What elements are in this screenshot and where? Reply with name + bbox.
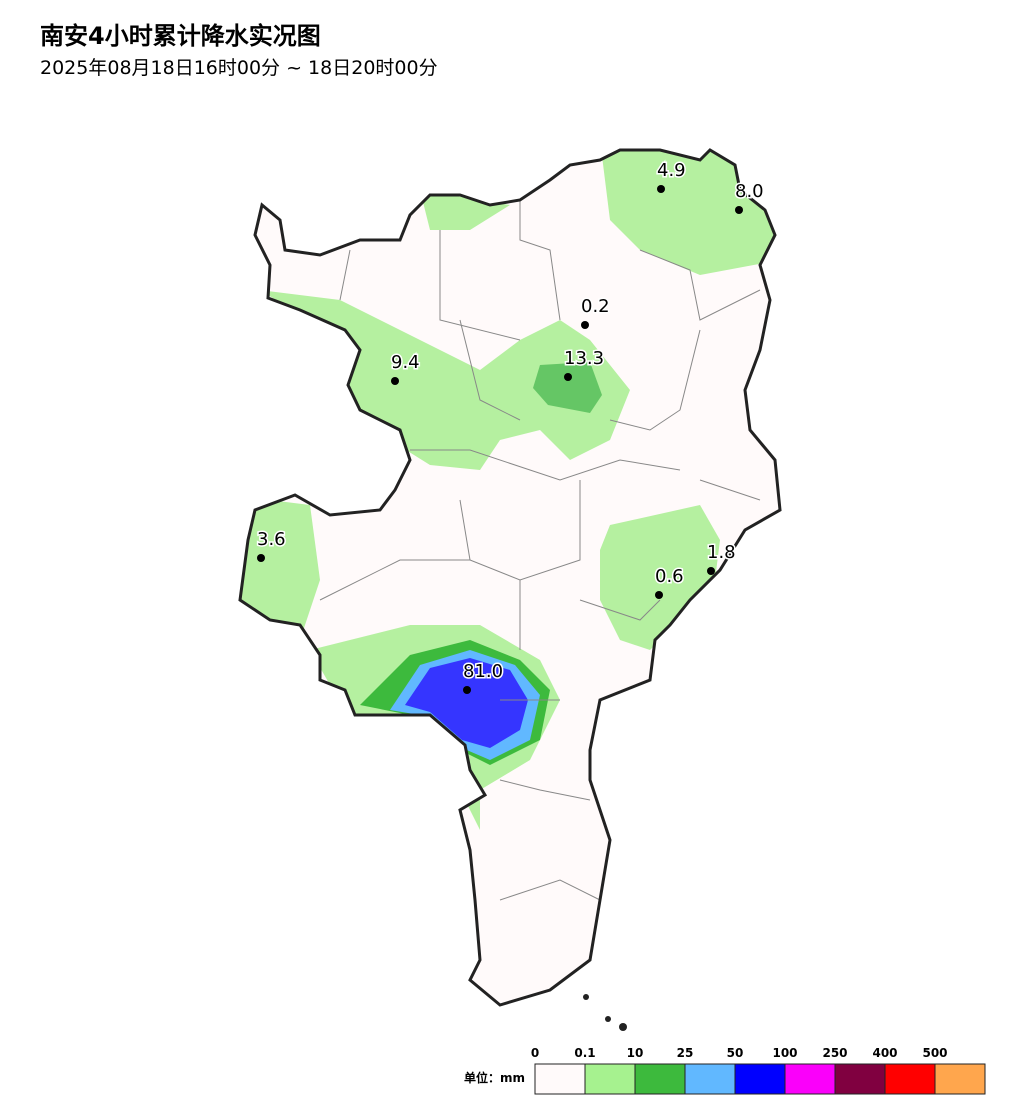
station-value: 4.9: [657, 160, 686, 181]
legend-tick: 0.1: [574, 1046, 595, 1060]
legend-tick: 500: [922, 1046, 947, 1060]
legend-tick: 25: [677, 1046, 694, 1060]
station-value: 9.4: [391, 352, 420, 373]
station-value: 1.8: [707, 542, 736, 563]
rain-area: [533, 362, 602, 413]
legend-unit: 单位：mm: [464, 1070, 525, 1085]
station-value: 0.6: [655, 566, 684, 587]
legend-tick: 100: [772, 1046, 797, 1060]
station-dot: [655, 591, 663, 599]
station-dot: [657, 185, 665, 193]
rain-area: [405, 658, 528, 748]
legend-swatch: [734, 1063, 786, 1095]
station-value: 0.2: [581, 296, 610, 317]
rain-area: [420, 190, 510, 230]
legend-tick: 10: [627, 1046, 644, 1060]
island: [605, 1016, 611, 1022]
station-dot: [257, 554, 265, 562]
station-dot: [391, 377, 399, 385]
legend-swatch: [534, 1063, 586, 1095]
rain-field: [240, 150, 780, 1005]
subtitle: 2025年08月18日16时00分 ~ 18日20时00分: [40, 57, 438, 79]
station-dot: [564, 373, 572, 381]
legend-tick: 250: [822, 1046, 847, 1060]
station-value: 13.3: [564, 348, 604, 369]
legend-swatch: [934, 1063, 986, 1095]
station-dot: [707, 567, 715, 575]
rain-area: [600, 505, 720, 650]
legend-tick: 50: [727, 1046, 744, 1060]
legend-swatch: [684, 1063, 736, 1095]
station-value: 3.6: [257, 529, 286, 550]
station-value: 81.0: [463, 661, 503, 682]
legend-swatch: [634, 1063, 686, 1095]
legend-tick: 0: [531, 1046, 539, 1060]
station-dot: [581, 321, 589, 329]
legend-swatch: [584, 1063, 636, 1095]
station-dot: [735, 206, 743, 214]
legend-swatch: [884, 1063, 936, 1095]
island: [619, 1023, 627, 1031]
legend-swatch: [784, 1063, 836, 1095]
legend-tick: 400: [872, 1046, 897, 1060]
town-borders: [319, 200, 761, 901]
station-value: 8.0: [735, 181, 764, 202]
legend-swatch: [834, 1063, 886, 1095]
station-dot: [463, 686, 471, 694]
rain-area: [240, 495, 320, 640]
island: [583, 994, 589, 1000]
title: 南安4小时累计降水实况图: [40, 22, 321, 50]
